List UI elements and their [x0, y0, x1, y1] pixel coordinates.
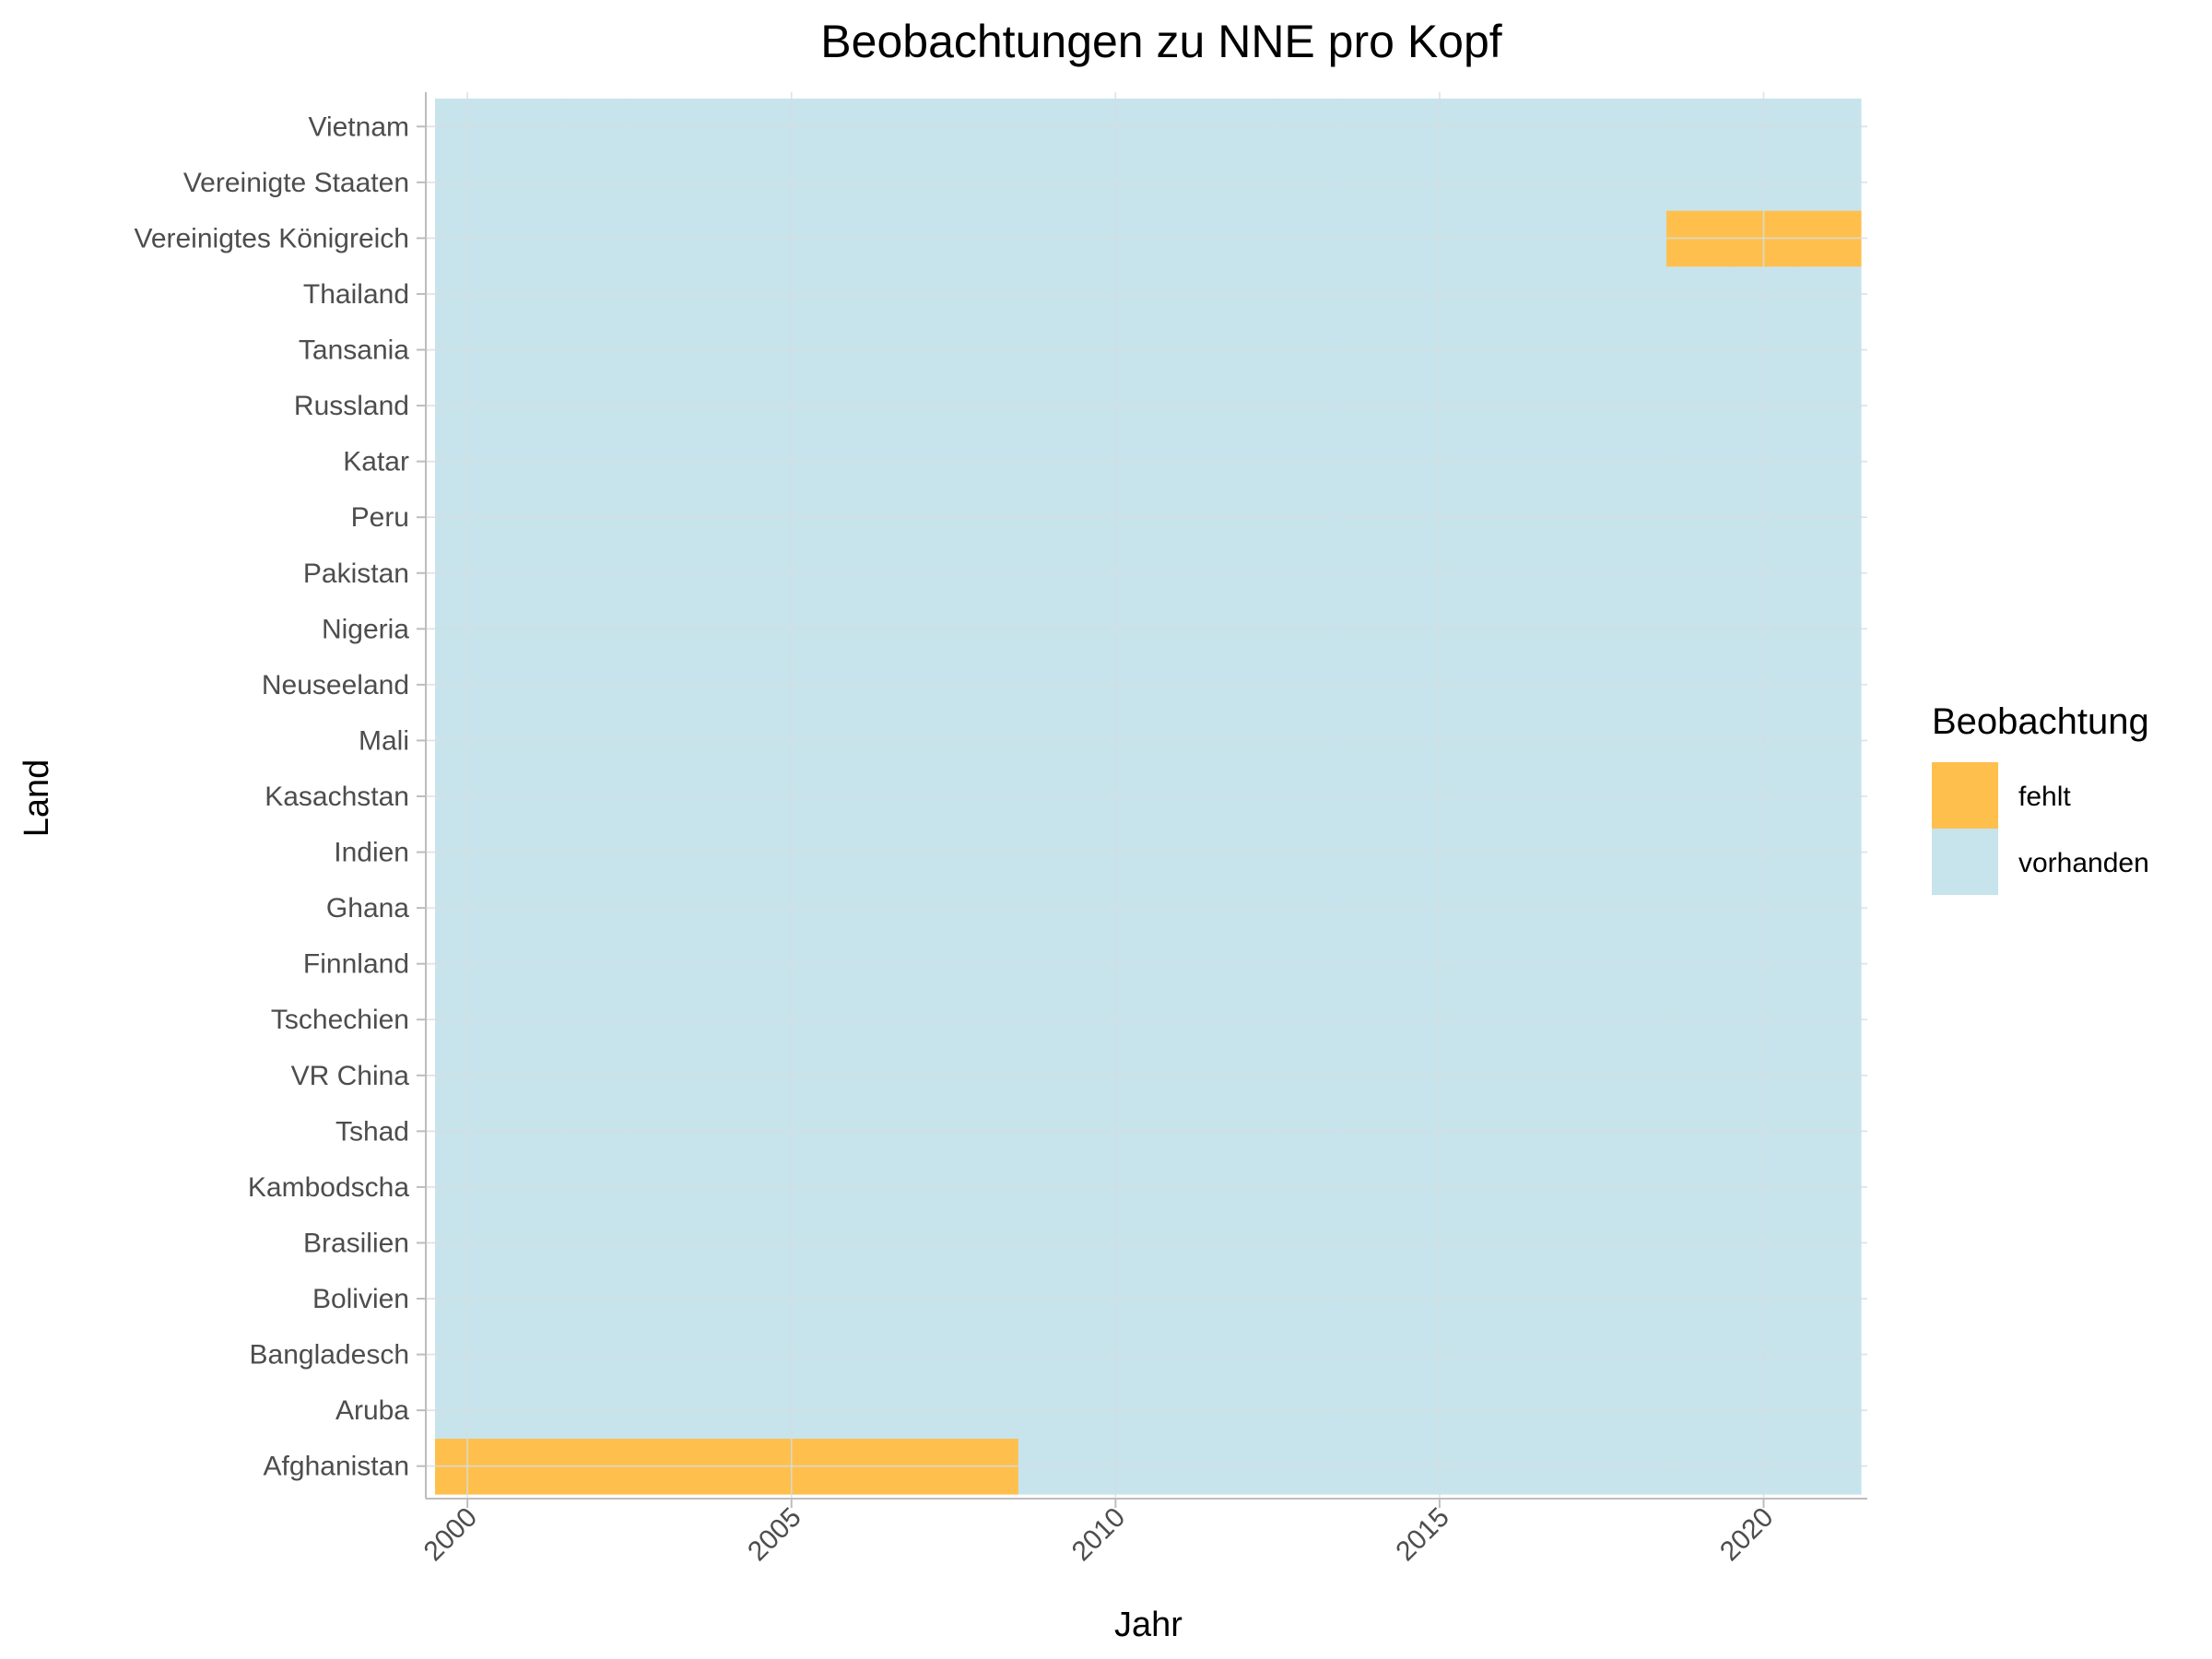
y-tick-label-vr-china: VR China [291, 1061, 410, 1091]
y-tick-label-indien: Indien [334, 838, 409, 868]
y-tick-labels: Afghanistan Aruba Bangladesch Bolivien Brasi… [134, 112, 426, 1482]
y-tick-label-neuseeland: Neuseeland [262, 670, 409, 700]
x-tick-label-2010: 2010 [1066, 1502, 1132, 1568]
legend-swatch-fehlt [1932, 762, 1998, 829]
y-tick-label-vereinigtes-konigreich: Vereinigtes Königreich [134, 223, 409, 253]
y-tick-label-bolivien: Bolivien [312, 1284, 409, 1314]
y-tick-label-peru: Peru [351, 502, 409, 533]
chart-title: Beobachtungen zu NNE pro Kopf [820, 16, 1501, 67]
legend-label-vorhanden: vorhanden [2018, 848, 2149, 878]
y-tick-label-tansania: Tansania [299, 335, 409, 366]
y-tick-label-mali: Mali [359, 725, 409, 756]
x-tick-label-2000: 2000 [418, 1502, 484, 1568]
y-tick-label-russland: Russland [294, 391, 409, 421]
y-tick-label-aruba: Aruba [335, 1395, 409, 1426]
y-tick-label-kasachstan: Kasachstan [265, 782, 409, 812]
y-tick-label-afghanistan: Afghanistan [264, 1452, 409, 1482]
y-tick-label-ghana: Ghana [326, 893, 409, 924]
y-tick-label-thailand: Thailand [303, 279, 409, 310]
y-tick-label-katar: Katar [343, 447, 409, 477]
y-tick-label-brasilien: Brasilien [303, 1228, 409, 1258]
y-tick-label-kambodscha: Kambodscha [248, 1172, 409, 1203]
y-tick-label-bangladesch: Bangladesch [250, 1340, 409, 1371]
legend: Beobachtung fehlt vorhanden [1932, 701, 2149, 895]
x-tick-label-2005: 2005 [742, 1502, 807, 1568]
x-tick-label-2015: 2015 [1390, 1502, 1455, 1568]
y-tick-label-vereinigte-staaten: Vereinigte Staaten [183, 168, 409, 198]
legend-title: Beobachtung [1932, 701, 2149, 742]
x-axis-title: Jahr [1114, 1606, 1182, 1644]
x-tick-label-2020: 2020 [1714, 1502, 1780, 1568]
y-tick-label-vietnam: Vietnam [308, 112, 409, 142]
legend-swatch-vorhanden [1932, 829, 1998, 895]
y-tick-label-nigeria: Nigeria [322, 614, 409, 644]
grid-lines [426, 92, 1867, 1499]
y-tick-label-pakistan: Pakistan [303, 559, 409, 589]
y-tick-label-tschechien: Tschechien [271, 1005, 409, 1035]
y-tick-label-finnland: Finnland [303, 949, 409, 980]
y-axis-title: Land [18, 759, 56, 838]
legend-label-fehlt: fehlt [2018, 782, 2071, 812]
x-tick-labels: 2000 2005 2010 2015 2020 [418, 1499, 1780, 1568]
y-tick-label-tshad: Tshad [335, 1116, 409, 1147]
